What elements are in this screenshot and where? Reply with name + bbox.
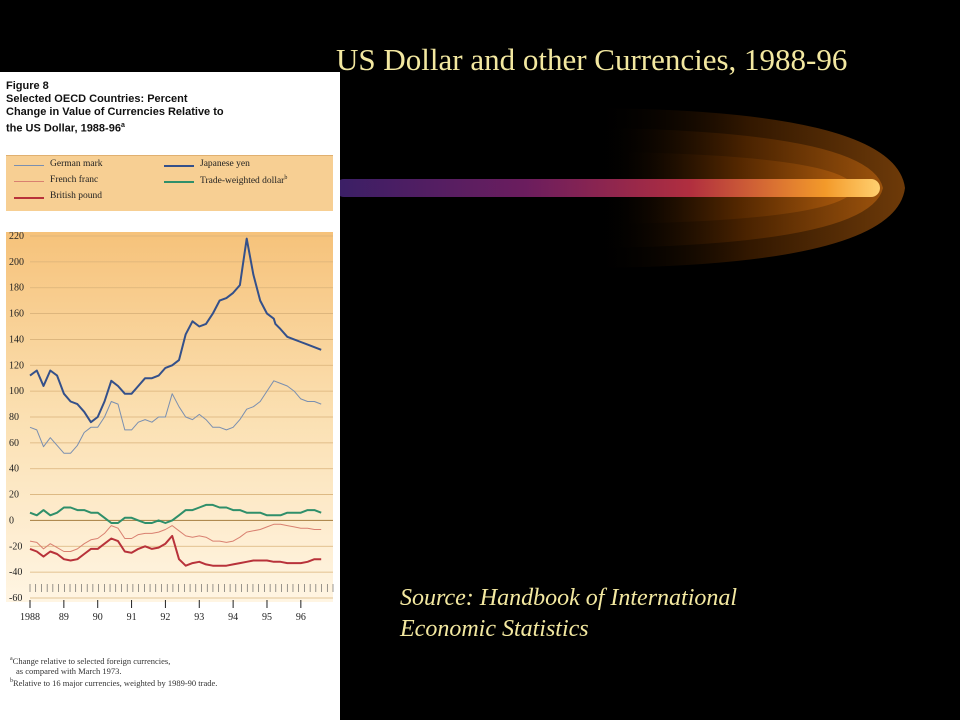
legend-label-german-mark: German mark xyxy=(50,159,103,169)
y-tick-label: 100 xyxy=(9,386,24,397)
series-line-japanese-yen xyxy=(29,237,322,424)
slide-title: US Dollar and other Currencies, 1988-96 xyxy=(336,42,848,77)
legend-swatch-british-pound xyxy=(14,197,44,199)
x-tick-label: 96 xyxy=(296,612,306,623)
source-line-1: Source: Handbook of International xyxy=(400,585,738,611)
footnote-a: aChange relative to selected foreign cur… xyxy=(6,654,331,666)
y-tick-label: 180 xyxy=(9,283,24,294)
footnote-marker-a: a xyxy=(120,122,125,129)
footnote-a-mark: a xyxy=(10,656,13,662)
legend-label-japanese-yen: Japanese yen xyxy=(200,159,250,169)
x-tick-label: 90 xyxy=(93,612,103,623)
legend-label-trade-weighted-dollar-text: Trade-weighted dollar xyxy=(200,176,285,187)
line-chart: 220200180160140120100806040200-20-40-601… xyxy=(6,231,334,623)
footnote-b: bRelative to 16 major currencies, weight… xyxy=(6,676,331,688)
x-tick-label: 1988 xyxy=(20,612,40,623)
source-line-2: Economic Statistics xyxy=(400,616,589,642)
y-tick-label: 80 xyxy=(9,412,19,423)
x-tick-label: 93 xyxy=(194,612,204,623)
y-tick-label: 160 xyxy=(9,309,24,320)
comet-decoration xyxy=(335,108,905,268)
footnote-marker-b: b xyxy=(284,175,288,181)
chart-legend: German mark Japanese yen French franc Tr… xyxy=(6,155,333,211)
x-tick-label: 91 xyxy=(127,612,137,623)
series-line-trade-weighted-dollar xyxy=(29,503,322,524)
y-tick-label: 140 xyxy=(9,334,24,345)
legend-swatch-japanese-yen xyxy=(164,165,194,167)
x-tick-label: 94 xyxy=(228,612,238,623)
legend-swatch-german-mark xyxy=(14,165,44,166)
x-tick-label: 92 xyxy=(160,612,170,623)
legend-label-french-franc: French franc xyxy=(50,175,99,185)
series-line-french-franc xyxy=(29,523,322,552)
legend-label-british-pound: British pound xyxy=(50,191,102,201)
legend-swatch-french-franc xyxy=(14,181,44,182)
legend-label-trade-weighted-dollar: Trade-weighted dollarb xyxy=(200,175,287,186)
y-tick-label: -60 xyxy=(9,593,22,604)
figure-heading-line-3: the US Dollar, 1988-96a xyxy=(6,119,331,136)
source-citation: Source: Handbook of International Econom… xyxy=(400,583,737,645)
figure-heading-line-1: Selected OECD Countries: Percent xyxy=(6,93,188,105)
y-tick-label: -40 xyxy=(9,567,22,578)
footnote-b-text: Relative to 16 major currencies, weighte… xyxy=(13,677,218,688)
figure-footnotes: aChange relative to selected foreign cur… xyxy=(6,654,331,688)
y-tick-label: 220 xyxy=(9,231,24,242)
y-tick-label: -20 xyxy=(9,541,22,552)
y-tick-label: 0 xyxy=(9,515,14,526)
y-tick-label: 60 xyxy=(9,438,19,449)
figure-label: Figure 8 xyxy=(6,80,49,92)
footnote-a-cont: as compared with March 1973. xyxy=(16,665,122,676)
y-tick-label: 120 xyxy=(9,360,24,371)
footnote-a-line-1: Change relative to selected foreign curr… xyxy=(12,655,171,666)
series-line-german-mark xyxy=(29,380,322,454)
legend-swatch-trade-weighted-dollar xyxy=(164,181,194,183)
y-tick-label: 20 xyxy=(9,490,19,501)
figure-panel: Figure 8 Selected OECD Countries: Percen… xyxy=(0,72,340,720)
y-tick-label: 40 xyxy=(9,464,19,475)
x-tick-label: 89 xyxy=(59,612,69,623)
series-line-british-pound xyxy=(29,534,322,567)
footnote-b-mark: b xyxy=(10,677,13,684)
figure-heading-line-3-text: the US Dollar, 1988-96 xyxy=(6,122,121,135)
y-tick-label: 200 xyxy=(9,257,24,268)
x-tick-label: 95 xyxy=(262,612,272,623)
figure-heading-line-2: Change in Value of Currencies Relative t… xyxy=(6,106,224,118)
figure-header: Figure 8 Selected OECD Countries: Percen… xyxy=(6,80,331,136)
